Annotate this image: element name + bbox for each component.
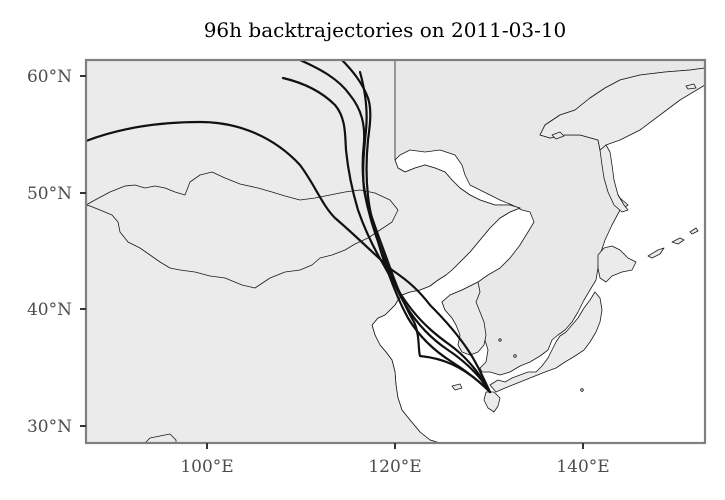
x-axis: 100°E 120°E 140°E [180, 443, 610, 477]
trajectory-line [86, 120, 492, 394]
trajectory-line [281, 76, 492, 394]
island-small [551, 131, 565, 140]
y-tick-label: 60°N [27, 67, 72, 87]
x-tick-label: 100°E [180, 457, 233, 477]
island-dot [580, 388, 584, 392]
trajectory-line [298, 60, 492, 394]
island-small [647, 247, 665, 259]
japan-kyushu [483, 391, 501, 413]
map-panel [86, 60, 705, 443]
island-dot [513, 354, 517, 358]
manchuria-land [86, 60, 521, 443]
y-axis: 60°N 50°N 40°N 30°N [27, 67, 86, 437]
kamchatka-land [539, 67, 705, 151]
korea-peninsula [441, 281, 487, 356]
map-title: 96h backtrajectories on 2011-03-10 [204, 18, 567, 42]
island-small [685, 83, 697, 90]
island-small [671, 237, 685, 245]
island-small [451, 383, 463, 391]
y-tick-label: 30°N [27, 417, 72, 437]
island-small [689, 227, 699, 235]
x-tick-label: 140°E [556, 457, 609, 477]
island-dot [498, 338, 502, 342]
japan-honshu [489, 291, 603, 393]
taiwan-island [144, 433, 177, 443]
trajectory-line [358, 70, 492, 394]
japan-hokkaido [597, 245, 637, 283]
y-tick-label: 50°N [27, 184, 72, 204]
sakhalin-island [599, 144, 629, 213]
x-tick-label: 120°E [368, 457, 421, 477]
mongolia-border [86, 171, 399, 289]
y-tick-label: 40°N [27, 300, 72, 320]
